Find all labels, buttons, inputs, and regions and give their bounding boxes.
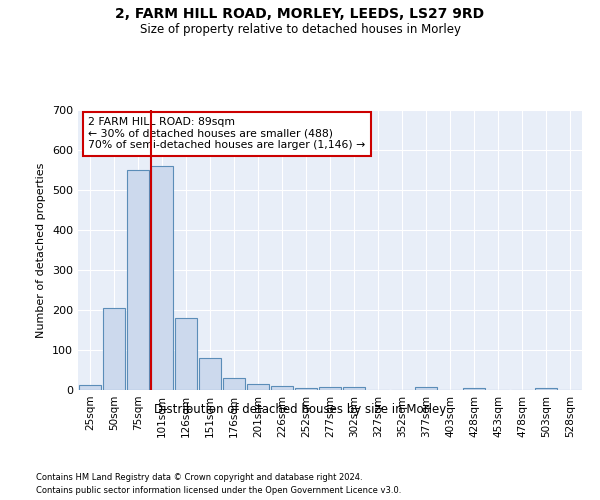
Bar (415, 387, 437, 390)
Bar (271, 386, 293, 390)
Text: Size of property relative to detached houses in Morley: Size of property relative to detached ho… (139, 22, 461, 36)
Text: Contains public sector information licensed under the Open Government Licence v3: Contains public sector information licen… (36, 486, 401, 495)
Text: 2 FARM HILL ROAD: 89sqm
← 30% of detached houses are smaller (488)
70% of semi-d: 2 FARM HILL ROAD: 89sqm ← 30% of detache… (88, 117, 365, 150)
Bar (79, 385, 101, 390)
Bar (127, 170, 149, 390)
Text: Contains HM Land Registry data © Crown copyright and database right 2024.: Contains HM Land Registry data © Crown c… (36, 472, 362, 482)
Bar (223, 378, 245, 390)
Bar (175, 318, 197, 390)
Bar (463, 388, 485, 390)
Bar (295, 388, 317, 390)
Bar (343, 387, 365, 390)
Bar (103, 308, 125, 390)
Bar (151, 166, 173, 390)
Y-axis label: Number of detached properties: Number of detached properties (37, 162, 46, 338)
Bar (319, 387, 341, 390)
Bar (535, 388, 557, 390)
Bar (199, 358, 221, 390)
Text: Distribution of detached houses by size in Morley: Distribution of detached houses by size … (154, 402, 446, 415)
Text: 2, FARM HILL ROAD, MORLEY, LEEDS, LS27 9RD: 2, FARM HILL ROAD, MORLEY, LEEDS, LS27 9… (115, 8, 485, 22)
Bar (247, 384, 269, 390)
